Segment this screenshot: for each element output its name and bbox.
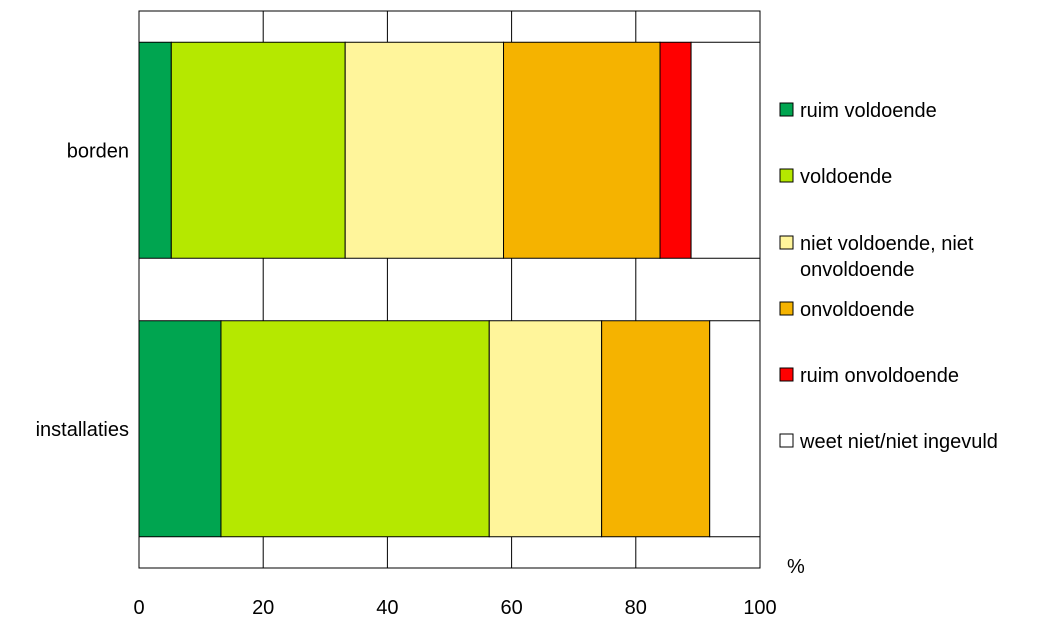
x-tick-label-80: 80 [625,597,647,619]
legend-swatch-6 [779,433,794,448]
bar-installaties-4 [601,320,711,538]
legend-label-4: onvoldoende [800,299,915,321]
legend-label-2: voldoende [800,166,892,188]
bar-installaties-1 [138,320,222,538]
legend-label-3: niet voldoende, niet onvoldoende [800,233,974,281]
legend-swatch-4 [779,301,794,316]
legend-label-1: ruim voldoende [800,100,937,122]
x-axis-title: % [787,556,805,578]
bar-borden-5 [659,41,692,259]
legend-swatch-5 [779,367,794,382]
bars [138,41,761,538]
legend-swatch-3 [779,235,794,250]
bar-installaties-6 [709,320,761,538]
legend-swatch-2 [779,168,794,183]
plot-frame [138,10,761,569]
x-tick-label-40: 40 [376,597,398,619]
x-tick-label-0: 0 [133,597,144,619]
legend: ruim voldoende voldoende niet voldoende, n… [779,100,998,453]
x-tick-label-60: 60 [500,597,522,619]
legend-label-5: ruim onvoldoende [800,365,959,387]
category-label-borden: borden [67,140,129,162]
category-label-installaties: installaties [36,419,129,441]
x-tick-label-20: 20 [252,597,274,619]
legend-swatch-1 [779,102,794,117]
x-tick-label-100: 100 [743,597,776,619]
bar-installaties-3 [488,320,603,538]
x-tick-labels: 0 20 40 60 80 100 [133,597,776,619]
category-labels: borden installaties [36,140,129,441]
bar-borden-3 [344,41,505,259]
bar-borden-4 [503,41,661,259]
bar-borden-2 [170,41,346,259]
bar-borden-1 [138,41,172,259]
bar-borden-6 [690,41,761,259]
bar-installaties-2 [220,320,490,538]
legend-label-6: weet niet/niet ingevuld [799,431,998,453]
